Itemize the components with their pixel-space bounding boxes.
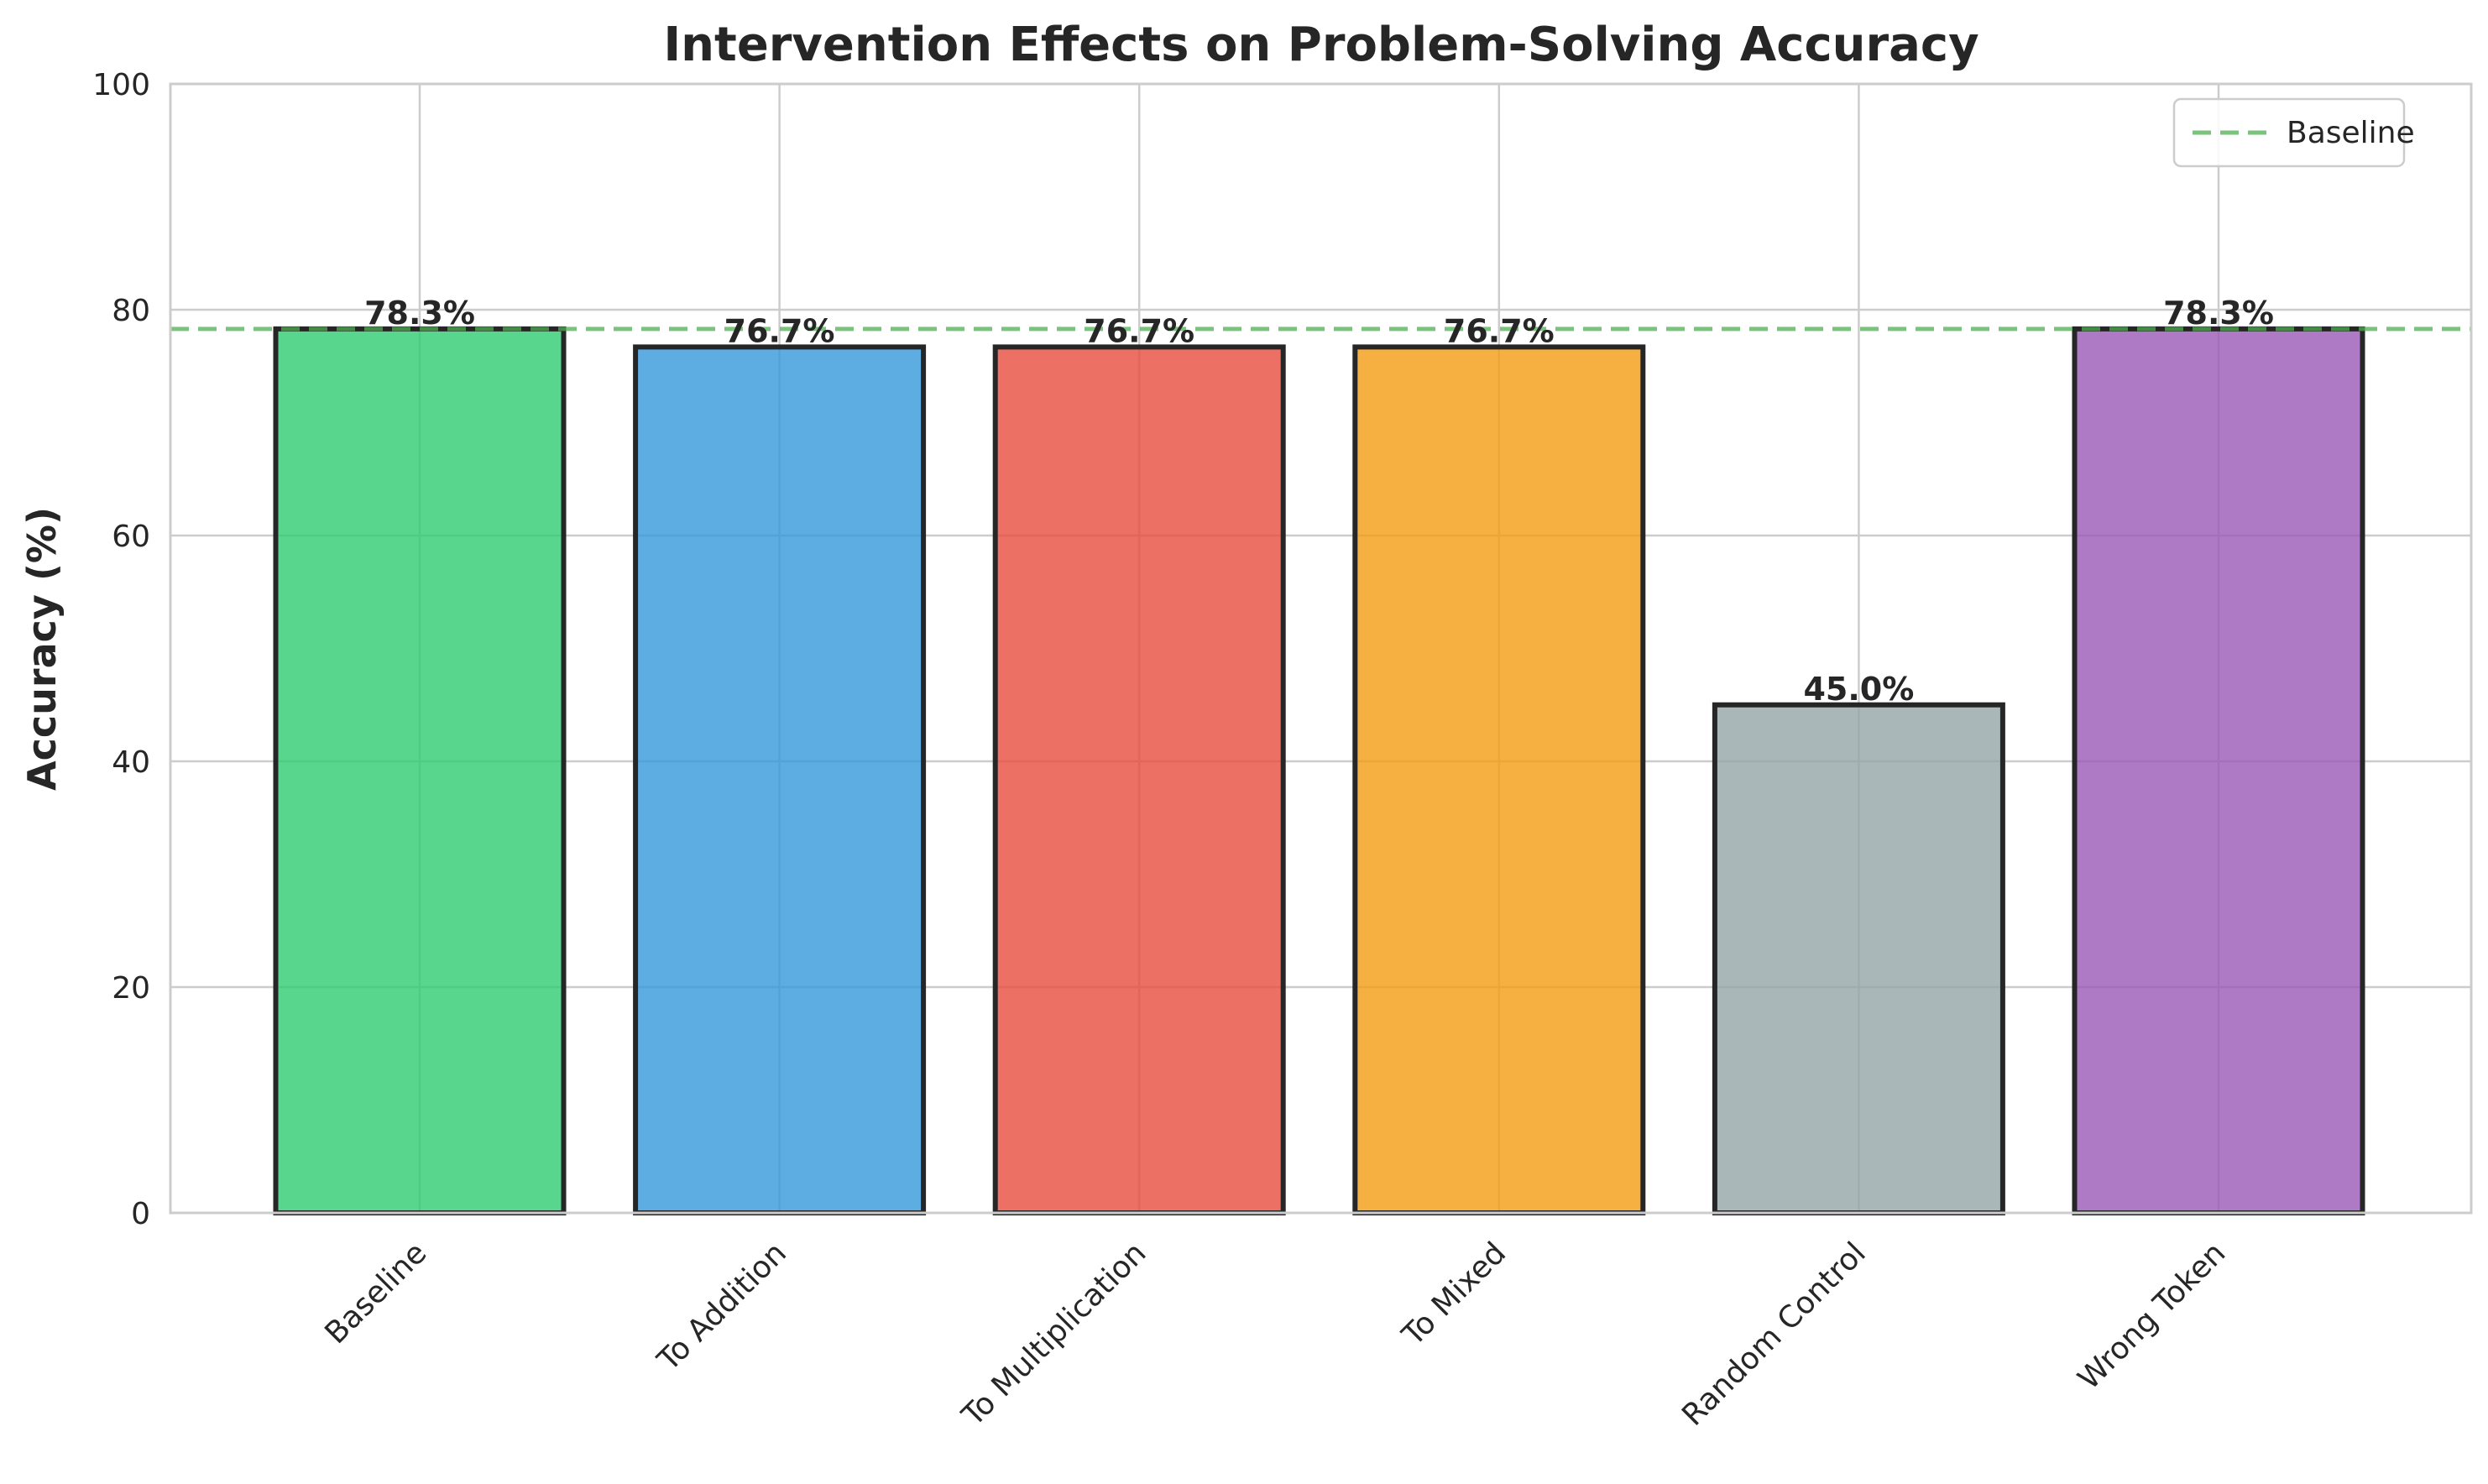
x-tick-label: To Mixed	[1395, 1236, 1513, 1353]
bars	[273, 326, 2365, 1215]
y-tick-label: 20	[112, 971, 150, 1006]
y-tick-label: 40	[112, 745, 150, 780]
x-tick-label: Wrong Token	[2072, 1236, 2232, 1396]
legend-label-baseline: Baseline	[2287, 116, 2415, 150]
bar-to-addition	[633, 344, 927, 1215]
y-axis-label: Accuracy (%)	[19, 507, 65, 791]
legend-box	[2172, 97, 2406, 168]
chart-title: Intervention Effects on Problem-Solving …	[663, 18, 1978, 72]
data-label: 78.3%	[364, 295, 475, 332]
x-tick-label: To Multiplication	[955, 1236, 1153, 1433]
bar-to-multiplication	[992, 344, 1286, 1215]
x-tick-label: To Addition	[651, 1236, 793, 1378]
plot-frame	[169, 82, 2473, 1215]
data-label: 45.0%	[1803, 671, 1914, 708]
y-tick-label: 100	[92, 68, 150, 102]
bar-wrong-token	[2072, 326, 2365, 1215]
data-label: 76.7%	[724, 312, 835, 349]
data-label: 78.3%	[2163, 295, 2274, 332]
data-label: 76.7%	[1084, 312, 1194, 349]
y-tick-label: 60	[112, 520, 150, 554]
bar-baseline	[273, 326, 567, 1215]
bar-random-control	[1712, 702, 2005, 1215]
legend: Baseline	[2172, 97, 2415, 168]
x-tick-label: Random Control	[1675, 1236, 1872, 1432]
x-tick-label: Baseline	[318, 1236, 433, 1351]
data-labels: 78.3% 76.7% 76.7% 76.7% 45.0% 78.3%	[364, 295, 2274, 708]
bar-to-mixed	[1352, 344, 1646, 1215]
y-tick-label: 80	[112, 294, 150, 328]
x-axis-ticks: Baseline To Addition To Multiplication To M…	[318, 1236, 2232, 1433]
y-tick-label: 0	[131, 1197, 150, 1231]
y-axis-ticks: 0 20 40 60 80 100	[92, 68, 150, 1231]
data-label: 76.7%	[1444, 312, 1555, 349]
